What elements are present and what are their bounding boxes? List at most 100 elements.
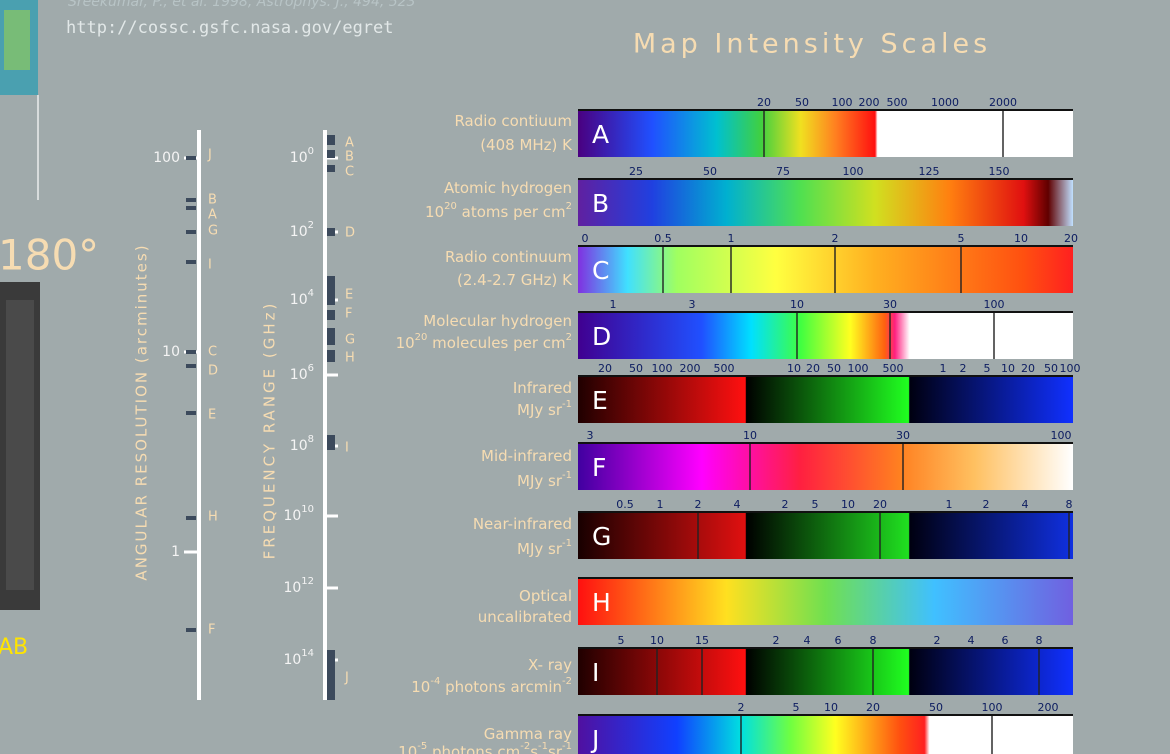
label-text: atoms per cm [457,203,566,221]
axis-tick-label: 1 [171,544,180,560]
url: http://cossc.gsfc.nasa.gov/egret [66,18,394,38]
frequency-marker [327,310,335,320]
scale-label: 1020 atoms per cm2 [425,201,572,221]
sky-map-fragment [4,10,30,70]
scale-letter: G [592,522,611,551]
label-superscript: -2 [520,741,530,752]
label-superscript: -5 [417,741,427,752]
marker-letter: A [345,136,354,151]
caption: AB [0,635,28,660]
scale-tick-label: 10 [1001,362,1015,375]
axis-label: FREQUENCY RANGE (GHz) [261,301,279,560]
resolution-marker [186,198,196,202]
longitude-label: 180° [0,231,99,280]
scale-label: X- ray [528,656,572,674]
scale-tick-label: 5 [958,232,965,245]
frequency-marker [327,350,335,362]
scale-label: 10-4 photons arcmin-2 [411,676,572,696]
color-scale-bar [578,512,1073,559]
resolution-marker [186,230,196,234]
scale-tick-label: 10 [743,429,757,442]
label-text: 10 [425,203,444,221]
scale-tick-label: 20 [757,96,771,109]
tick-exponent: 0 [308,146,314,157]
label-superscript: -1 [538,741,548,752]
scale-label: Radio continuum [445,248,572,266]
scale-tick-label: 3 [689,298,696,311]
label-text: 10 [396,334,415,352]
scale-letter: H [592,588,611,617]
frequency-marker [327,435,335,450]
scale-tick-label: 25 [629,165,643,178]
tick-exponent: 4 [308,288,314,299]
marker-letter: H [208,510,218,525]
frequency-marker [327,650,335,700]
scale-tick-label: 2 [960,362,967,375]
scale-label: Atomic hydrogen [444,179,572,197]
scale-letter: E [592,386,608,415]
scale-tick-label: 20 [806,362,820,375]
marker-letter: H [345,351,355,366]
axis-tick-label: 1010 [283,504,314,524]
scale-tick-label: 2 [983,498,990,511]
marker-letter: C [345,165,354,180]
title: Map Intensity Scales [633,29,991,60]
marker-letter: A [208,208,217,223]
axis-tick-label: 104 [290,288,314,308]
scale-tick-label: 2 [934,634,941,647]
scale-tick-label: 100 [1051,429,1072,442]
scale-tick-label: 50 [703,165,717,178]
scale-tick-label: 100 [984,298,1005,311]
label-superscript: 20 [444,201,457,212]
scale-label: Gamma ray [484,725,572,743]
frequency-marker [327,165,335,172]
tick-base: 10 [290,150,308,166]
scale-tick-label: 4 [734,498,741,511]
grayscale-map [6,300,34,590]
label-text: Near-infrared [473,515,572,533]
marker-letter: E [208,408,216,423]
scale-label: Radio contiuum [454,112,572,130]
scale-tick-label: 1 [946,498,953,511]
color-scale-bar [578,110,1073,157]
label-text: Molecular hydrogen [423,312,572,330]
axis-tick-label: 10 [162,344,180,360]
label-text: uncalibrated [478,608,572,626]
scale-letter: B [592,189,609,218]
scale-tick-label: 6 [1002,634,1009,647]
marker-letter: I [345,441,349,456]
scale-tick-label: 5 [812,498,819,511]
marker-letter: G [345,333,355,348]
scale-label: uncalibrated [478,608,572,626]
color-scale-bar [578,312,1073,359]
tick-base: 10 [283,652,301,668]
resolution-marker [186,350,196,354]
scale-tick-label: 4 [968,634,975,647]
resolution-marker [186,516,196,520]
scale-tick-label: 10 [1014,232,1028,245]
scale-tick-label: 10 [824,701,838,714]
scale-tick-label: 3 [587,429,594,442]
frequency-marker [327,150,335,158]
resolution-marker [186,156,196,160]
axis-label: ANGULAR RESOLUTION (arcminutes) [133,243,151,580]
scale-letter: A [592,120,609,149]
scale-tick-label: 8 [1036,634,1043,647]
marker-letter: D [345,226,355,241]
axis-tick-label: 106 [290,363,314,383]
resolution-marker [186,628,196,632]
scale-letter: F [592,453,606,482]
tick-base: 10 [290,367,308,383]
scale-tick-label: 100 [843,165,864,178]
scale-tick-label: 4 [1022,498,1029,511]
scale-label: 10-5 photons cm-2s-1sr-1 [398,741,572,754]
scale-tick-label: 2 [695,498,702,511]
label-text: molecules per cm [427,334,565,352]
frequency-marker [327,328,335,345]
scale-tick-label: 1 [657,498,664,511]
scale-tick-label: 2 [773,634,780,647]
scale-tick-label: 200 [680,362,701,375]
resolution-marker [186,411,196,415]
label-superscript: 2 [566,332,572,343]
